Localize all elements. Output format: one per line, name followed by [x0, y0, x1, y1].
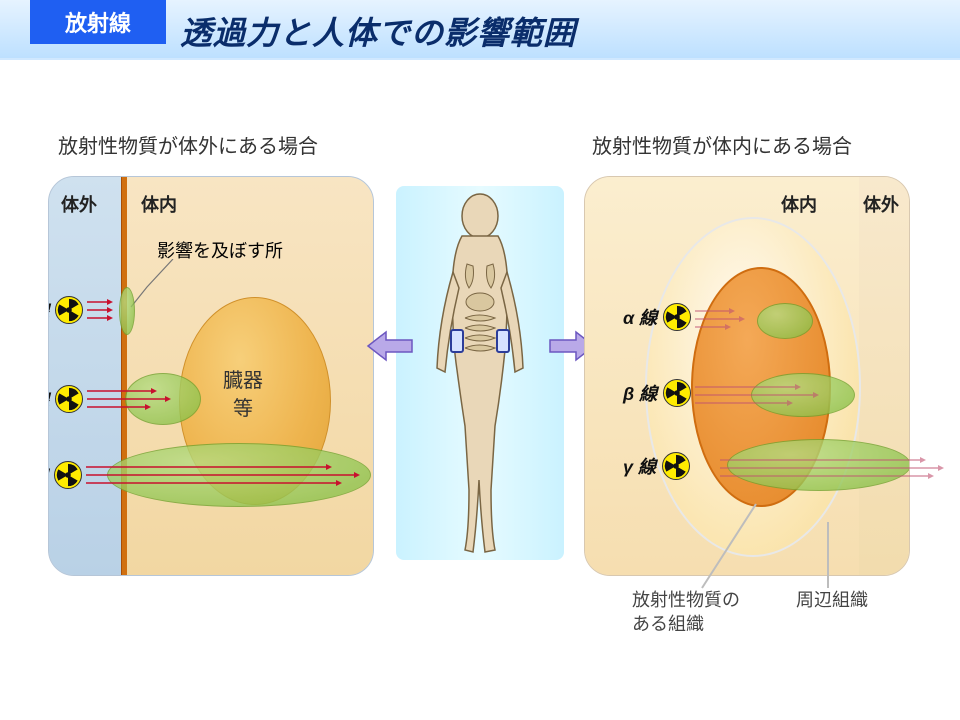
beta-label-left: β 線 [48, 386, 49, 412]
panel-external-exposure: 体外 体内 臓器等 影響を及ぼす所 α 線 β 線 [48, 176, 374, 576]
footnote-connectors: "> [640, 492, 900, 602]
alpha-arrows-right [695, 303, 755, 331]
gamma-arrows-right [720, 454, 960, 482]
radiation-icon [55, 296, 83, 324]
beta-label-right: β 線 [623, 380, 657, 406]
header-strip: 放射線 透過力と人体での影響範囲 [0, 0, 960, 60]
footnote-surrounding-tissue: 周辺組織 [796, 588, 868, 612]
footnote-source-tissue: 放射性物質のある組織 [632, 588, 740, 637]
human-figure-box [396, 186, 564, 560]
subhead-right: 放射性物質が体内にある場合 [592, 130, 852, 159]
alpha-row-right: α 線 [623, 303, 755, 331]
category-badge: 放射線 [30, 0, 166, 44]
radiation-icon [54, 461, 82, 489]
radiation-icon [662, 452, 690, 480]
subhead-left: 放射性物質が体外にある場合 [58, 130, 318, 159]
gamma-label-right: γ 線 [623, 453, 656, 479]
right-inside-label: 体内 [781, 191, 817, 217]
left-outside-label: 体外 [61, 191, 97, 217]
alpha-label-right: α 線 [623, 304, 657, 330]
left-panel-outside-region [49, 177, 121, 575]
left-inside-label: 体内 [141, 191, 177, 217]
beta-row-left: β 線 [48, 385, 177, 413]
organ-label: 臓器等 [223, 367, 263, 423]
beta-arrows-right [695, 379, 825, 407]
alpha-label-left: α 線 [48, 297, 49, 323]
radiation-icon [663, 379, 691, 407]
right-outside-label: 体外 [863, 191, 899, 217]
radiation-icon [55, 385, 83, 413]
skin-boundary [121, 177, 127, 575]
gamma-arrows-left [86, 461, 374, 489]
radiation-icon [663, 303, 691, 331]
connector-arrow-left [366, 326, 414, 366]
alpha-row-left: α 線 [48, 296, 127, 324]
beta-row-right: β 線 [623, 379, 825, 407]
gamma-row-left: γ 線 [48, 461, 374, 489]
beta-arrows-left [87, 385, 177, 413]
alpha-arrows-left [87, 296, 127, 324]
gamma-row-right: γ 線 [623, 452, 690, 480]
impact-alpha-right [757, 303, 813, 339]
page-title: 透過力と人体での影響範囲 [180, 8, 576, 54]
human-figure [415, 190, 545, 556]
